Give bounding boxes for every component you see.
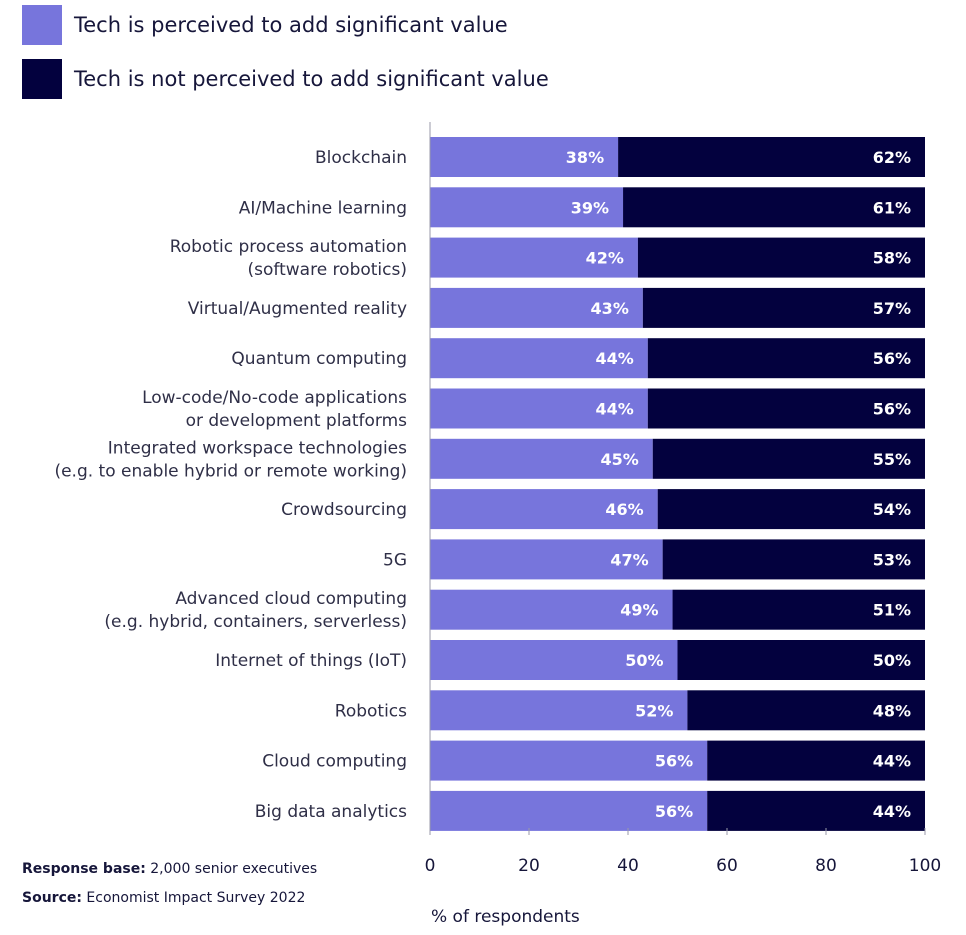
legend-swatch-not-perceived <box>22 59 62 99</box>
bar-perceived <box>430 237 638 278</box>
bar-not-perceived <box>637 237 925 278</box>
x-tick-label: 100 <box>909 856 941 876</box>
category-label: Blockchain <box>315 148 407 168</box>
category-label: Crowdsourcing <box>281 500 407 520</box>
legend-item-perceived: Tech is perceived to add significant val… <box>22 5 508 45</box>
category-label: Robotic process automation <box>170 237 407 257</box>
bar-label-not-perceived: 44% <box>873 802 911 821</box>
bar-not-perceived <box>687 690 925 731</box>
x-tick-label: 0 <box>425 856 436 876</box>
category-label: AI/Machine learning <box>239 198 407 218</box>
bar-perceived <box>430 740 708 781</box>
bar-label-perceived: 56% <box>655 752 693 771</box>
bar-label-perceived: 39% <box>571 198 609 217</box>
x-tick-label: 20 <box>518 856 540 876</box>
bar-label-perceived: 43% <box>591 299 629 318</box>
bar-not-perceived <box>652 438 925 479</box>
bar-label-not-perceived: 51% <box>873 601 911 620</box>
bar-label-not-perceived: 62% <box>873 148 911 167</box>
bar-perceived <box>430 137 619 177</box>
bar-perceived <box>430 539 663 580</box>
bar-not-perceived <box>707 740 925 781</box>
bar-label-perceived: 45% <box>600 450 638 469</box>
bar-not-perceived <box>642 287 925 328</box>
category-label: or development platforms <box>186 411 408 431</box>
response-base-value: 2,000 senior executives <box>150 861 318 877</box>
bar-perceived <box>430 388 648 429</box>
bar-label-not-perceived: 55% <box>873 450 911 469</box>
bar-label-perceived: 46% <box>605 500 643 519</box>
category-label: Virtual/Augmented reality <box>188 299 407 319</box>
bar-label-not-perceived: 48% <box>873 701 911 720</box>
category-label: Quantum computing <box>231 349 407 369</box>
bar-not-perceived <box>677 640 925 680</box>
category-label: Robotics <box>335 701 407 721</box>
category-label: Integrated workspace technologies <box>108 438 407 458</box>
bar-label-perceived: 47% <box>610 550 648 569</box>
category-label: (software robotics) <box>248 260 407 280</box>
bar-label-not-perceived: 56% <box>873 400 911 419</box>
bar-label-not-perceived: 58% <box>873 249 911 268</box>
x-tick-label: 40 <box>617 856 639 876</box>
bar-label-perceived: 50% <box>625 651 663 670</box>
source-note: Source: Economist Impact Survey 2022 <box>22 890 305 906</box>
category-label: (e.g. to enable hybrid or remote working… <box>54 461 407 481</box>
bar-label-perceived: 56% <box>655 802 693 821</box>
source-value: Economist Impact Survey 2022 <box>86 890 306 906</box>
category-label: 5G <box>383 550 407 570</box>
bar-perceived <box>430 438 653 479</box>
bar-not-perceived <box>623 187 925 228</box>
bar-label-perceived: 38% <box>566 148 604 167</box>
bar-label-not-perceived: 54% <box>873 500 911 519</box>
category-label: Big data analytics <box>255 802 407 822</box>
bar-label-not-perceived: 56% <box>873 349 911 368</box>
bar-perceived <box>430 287 643 328</box>
bar-label-not-perceived: 50% <box>873 651 911 670</box>
legend-label-not-perceived: Tech is not perceived to add significant… <box>74 67 549 91</box>
bar-not-perceived <box>672 589 925 630</box>
bar-label-perceived: 44% <box>596 400 634 419</box>
category-label: Low-code/No-code applications <box>142 388 407 408</box>
category-label: (e.g. hybrid, containers, serverless) <box>104 612 407 632</box>
bar-label-perceived: 44% <box>596 349 634 368</box>
bar-label-not-perceived: 57% <box>873 299 911 318</box>
legend-item-not-perceived: Tech is not perceived to add significant… <box>22 59 549 99</box>
bar-not-perceived <box>618 137 925 177</box>
bar-perceived <box>430 489 658 530</box>
legend-swatch-perceived <box>22 5 62 45</box>
bar-perceived <box>430 790 708 831</box>
bar-not-perceived <box>662 539 925 580</box>
bar-perceived <box>430 690 688 731</box>
bar-not-perceived <box>707 790 925 831</box>
bar-label-perceived: 52% <box>635 701 673 720</box>
response-base-label: Response base: <box>22 861 146 877</box>
bar-label-not-perceived: 53% <box>873 550 911 569</box>
bar-not-perceived <box>647 388 925 429</box>
bar-perceived <box>430 640 678 680</box>
x-tick-label: 60 <box>716 856 738 876</box>
x-tick-label: 80 <box>815 856 837 876</box>
bar-not-perceived <box>657 489 925 530</box>
bar-perceived <box>430 589 673 630</box>
x-axis-label: % of respondents <box>431 907 580 927</box>
bar-perceived <box>430 187 624 228</box>
bar-label-perceived: 49% <box>620 601 658 620</box>
bar-label-not-perceived: 44% <box>873 752 911 771</box>
response-base-note: Response base: 2,000 senior executives <box>22 861 317 877</box>
category-label: Cloud computing <box>262 752 407 772</box>
legend-label-perceived: Tech is perceived to add significant val… <box>74 13 508 37</box>
bar-label-not-perceived: 61% <box>873 198 911 217</box>
category-label: Advanced cloud computing <box>175 589 407 609</box>
source-label: Source: <box>22 890 82 906</box>
bar-label-perceived: 42% <box>586 249 624 268</box>
category-label: Internet of things (IoT) <box>215 651 407 671</box>
bar-perceived <box>430 338 648 379</box>
bar-not-perceived <box>647 338 925 379</box>
